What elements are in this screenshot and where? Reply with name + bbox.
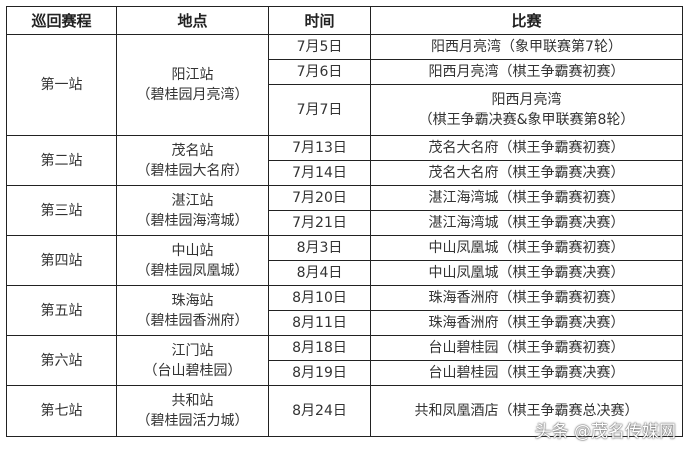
venue-line: 阳江站 [171, 67, 214, 83]
table-row: 7月7日 阳西月亮湾 （棋王争霸决赛&象甲联赛第8轮） [7, 84, 683, 136]
match-line: 台山碧桂园（棋王争霸赛初赛） [428, 340, 625, 356]
match-line: （棋王争霸决赛&象甲联赛第8轮） [418, 112, 635, 128]
venue-line: 江门站 [171, 342, 214, 359]
date-cell: 7月7日 [268, 84, 371, 136]
match-cell: 珠海香洲府（棋王争霸赛决赛） [370, 310, 683, 336]
table-row: 8月11日 珠海香洲府（棋王争霸赛决赛） [7, 310, 683, 336]
stage-cell: 第三站 [6, 185, 117, 236]
match-line: 共和凤凰酒店（棋王争霸赛总决赛） [414, 403, 639, 419]
header-venue: 地点 [116, 6, 269, 35]
date-cell: 8月4日 [268, 260, 371, 286]
venue-cell: 江门站 （台山碧桂园） [116, 335, 269, 386]
match-cell: 珠海香洲府（棋王争霸赛初赛） [370, 285, 683, 311]
stage-cell: 第一站 [6, 34, 117, 136]
watermark: 头条 @茂名传媒网 [534, 422, 676, 442]
table-row: 第二站 茂名站 （碧桂园大名府） 7月13日 茂名大名府（棋王争霸赛初赛） [6, 135, 683, 186]
stage-cell: 第五站 [6, 285, 117, 336]
venue-line: 中山站 [171, 242, 214, 259]
venue-line: 珠海站 [171, 292, 214, 309]
match-cell: 茂名大名府（棋王争霸赛决赛） [370, 160, 683, 186]
venue-cell: 湛江站 （碧桂园海湾城） [116, 185, 269, 236]
match-cell: 台山碧桂园（棋王争霸赛决赛） [370, 360, 683, 386]
match-line: 中山凤凰城（棋王争霸赛初赛） [428, 240, 625, 256]
match-cell: 阳西月亮湾 （棋王争霸决赛&象甲联赛第8轮） [370, 84, 683, 136]
venue-line: （台山碧桂园） [143, 362, 242, 379]
date-cell: 7月5日 [268, 34, 371, 60]
venue-line: （碧桂园大名府） [136, 162, 249, 179]
venue-line: （碧桂园月亮湾） [136, 87, 249, 103]
venue-line: （碧桂园海湾城） [136, 212, 249, 229]
date-cell: 8月11日 [268, 310, 371, 336]
date-cell: 7月13日 [268, 135, 371, 161]
header-date: 时间 [268, 6, 371, 35]
table-row: 7月6日 阳西月亮湾（棋王争霸赛初赛） [7, 59, 683, 85]
tour-schedule-table: 巡回赛程 地点 时间 比赛 第一站 阳江站 （碧桂园月亮湾） 7月5日 阳西月亮湾（象甲… [6, 6, 683, 437]
venue-line: （碧桂园活力城） [136, 413, 249, 429]
match-cell: 中山凤凰城（棋王争霸赛初赛） [370, 235, 683, 261]
table-row: 第五站 珠海站 （碧桂园香洲府） 8月10日 珠海香洲府（棋王争霸赛初赛） [6, 285, 683, 336]
venue-line: （碧桂园凤凰城） [136, 262, 249, 279]
venue-line: （碧桂园香洲府） [136, 312, 249, 329]
match-line: 台山碧桂园（棋王争霸赛决赛） [428, 365, 625, 381]
header-stage: 巡回赛程 [6, 6, 117, 35]
match-cell: 台山碧桂园（棋王争霸赛初赛） [370, 335, 683, 361]
table-row: 第三站 湛江站 （碧桂园海湾城） 7月20日 湛江海湾城（棋王争霸赛初赛） [6, 185, 683, 236]
match-cell: 湛江海湾城（棋王争霸赛初赛） [370, 185, 683, 211]
match-line: 中山凤凰城（棋王争霸赛决赛） [428, 265, 625, 281]
stage-cell: 第七站 [6, 385, 117, 437]
date-cell: 8月19日 [268, 360, 371, 386]
date-cell: 7月21日 [268, 210, 371, 236]
match-line: 珠海香洲府（棋王争霸赛初赛） [428, 290, 625, 306]
table-row: 7月14日 茂名大名府（棋王争霸赛决赛） [7, 160, 683, 186]
match-cell: 茂名大名府（棋王争霸赛初赛） [370, 135, 683, 161]
venue-line: 共和站 [171, 393, 214, 409]
stage-cell: 第二站 [6, 135, 117, 186]
date-cell: 7月6日 [268, 59, 371, 85]
table-row: 第六站 江门站 （台山碧桂园） 8月18日 台山碧桂园（棋王争霸赛初赛） [6, 335, 683, 386]
table-row: 第七站 共和站 （碧桂园活力城） 8月24日 共和凤凰酒店（棋王争霸赛总决赛） [6, 385, 683, 437]
date-cell: 7月14日 [268, 160, 371, 186]
header-row: 巡回赛程 地点 时间 比赛 [6, 6, 683, 35]
venue-line: 湛江站 [171, 192, 214, 209]
table-row: 7月21日 湛江海湾城（棋王争霸赛决赛） [7, 210, 683, 236]
date-cell: 8月10日 [268, 285, 371, 311]
match-line: 阳西月亮湾（象甲联赛第7轮） [431, 39, 622, 55]
venue-cell: 阳江站 （碧桂园月亮湾） [116, 34, 269, 136]
header-match: 比赛 [370, 6, 683, 35]
match-line: 茂名大名府（棋王争霸赛初赛） [428, 140, 625, 156]
date-cell: 8月18日 [268, 335, 371, 361]
match-line: 茂名大名府（棋王争霸赛决赛） [428, 165, 625, 181]
match-line: 湛江海湾城（棋王争霸赛决赛） [428, 215, 625, 231]
table-row: 第四站 中山站 （碧桂园凤凰城） 8月3日 中山凤凰城（棋王争霸赛初赛） [6, 235, 683, 286]
match-line: 阳西月亮湾 [491, 92, 562, 108]
venue-line: 茂名站 [171, 142, 214, 159]
date-cell: 8月3日 [268, 235, 371, 261]
date-cell: 7月20日 [268, 185, 371, 211]
venue-cell: 珠海站 （碧桂园香洲府） [116, 285, 269, 336]
match-cell: 阳西月亮湾（象甲联赛第7轮） [370, 34, 683, 60]
match-line: 湛江海湾城（棋王争霸赛初赛） [428, 190, 625, 206]
date-cell: 8月24日 [268, 385, 371, 437]
match-cell: 中山凤凰城（棋王争霸赛决赛） [370, 260, 683, 286]
match-line: 珠海香洲府（棋王争霸赛决赛） [428, 315, 625, 331]
venue-cell: 共和站 （碧桂园活力城） [116, 385, 269, 437]
venue-cell: 中山站 （碧桂园凤凰城） [116, 235, 269, 286]
match-line: 阳西月亮湾（棋王争霸赛初赛） [428, 64, 625, 80]
stage-cell: 第六站 [6, 335, 117, 386]
match-cell: 共和凤凰酒店（棋王争霸赛总决赛） [370, 385, 683, 437]
table-row: 第一站 阳江站 （碧桂园月亮湾） 7月5日 阳西月亮湾（象甲联赛第7轮） [6, 34, 683, 136]
match-cell: 湛江海湾城（棋王争霸赛决赛） [370, 210, 683, 236]
match-cell: 阳西月亮湾（棋王争霸赛初赛） [370, 59, 683, 85]
stage-cell: 第四站 [6, 235, 117, 286]
venue-cell: 茂名站 （碧桂园大名府） [116, 135, 269, 186]
